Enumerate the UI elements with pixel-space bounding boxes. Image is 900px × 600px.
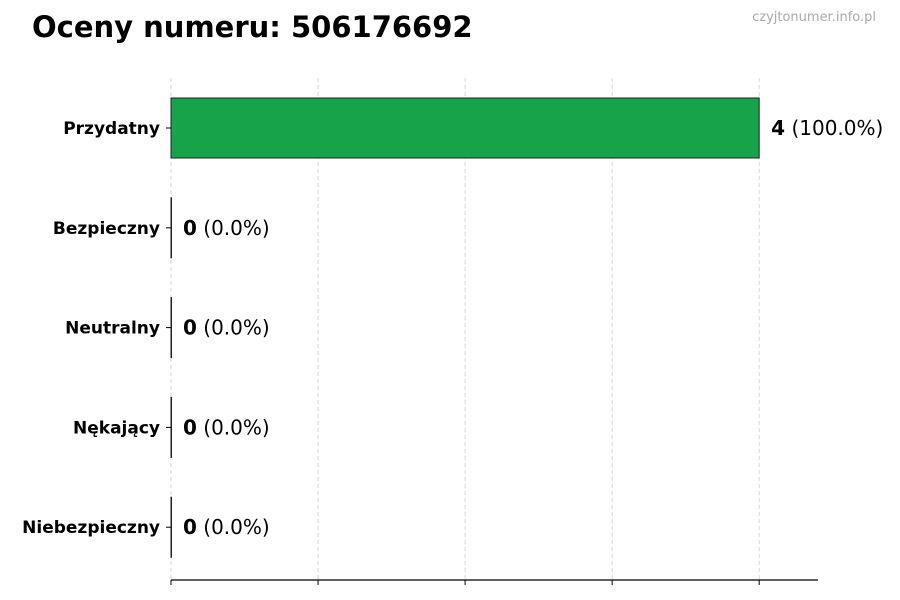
value-percent: (100.0%) bbox=[785, 116, 883, 140]
value-count: 4 bbox=[771, 116, 785, 140]
bar bbox=[170, 197, 172, 259]
value-percent: (0.0%) bbox=[197, 515, 270, 539]
value-label: 0 (0.0%) bbox=[183, 515, 270, 539]
value-percent: (0.0%) bbox=[197, 316, 270, 340]
category-label: Przydatny bbox=[63, 119, 160, 139]
value-count: 0 bbox=[183, 415, 197, 439]
value-count: 0 bbox=[183, 515, 197, 539]
value-count: 0 bbox=[183, 216, 197, 240]
value-label: 0 (0.0%) bbox=[183, 216, 270, 240]
category-label: Nękający bbox=[73, 418, 160, 438]
category-label: Niebezpieczny bbox=[22, 518, 160, 538]
category-label: Neutralny bbox=[65, 319, 160, 339]
bar bbox=[170, 496, 172, 558]
value-label: 0 (0.0%) bbox=[183, 316, 270, 340]
value-count: 0 bbox=[183, 316, 197, 340]
bar bbox=[170, 396, 172, 458]
value-percent: (0.0%) bbox=[197, 216, 270, 240]
chart-title: Oceny numeru: 506176692 bbox=[32, 10, 473, 44]
value-percent: (0.0%) bbox=[197, 415, 270, 439]
bar bbox=[170, 297, 172, 359]
category-label: Bezpieczny bbox=[53, 219, 160, 239]
watermark: czyjtonumer.info.pl bbox=[752, 10, 876, 25]
value-label: 0 (0.0%) bbox=[183, 415, 270, 439]
value-label: 4 (100.0%) bbox=[771, 116, 883, 140]
bar bbox=[170, 97, 760, 159]
